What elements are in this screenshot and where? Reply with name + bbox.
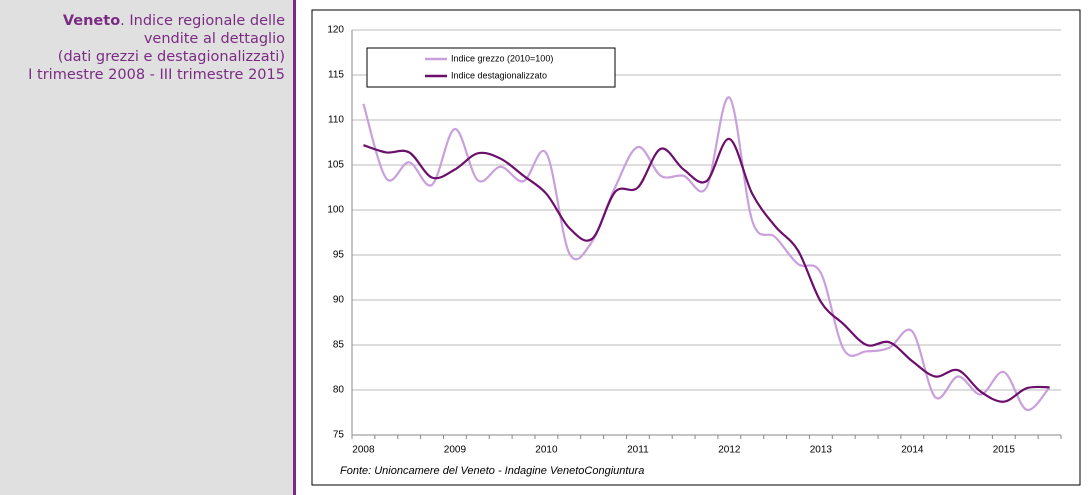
x-tick-label: 2015: [993, 445, 1016, 456]
y-tick-label: 80: [333, 385, 345, 396]
x-tick-label: 2011: [627, 445, 649, 456]
y-tick-label: 85: [333, 340, 345, 351]
y-tick-label: 75: [333, 430, 345, 441]
y-tick-label: 120: [327, 25, 344, 36]
source: Fonte: Unioncamere del Veneto - Indagine…: [340, 465, 644, 477]
title-line: I trimestre 2008 - III trimestre 2015: [28, 67, 285, 83]
x-tick-label: 2010: [535, 445, 558, 456]
legend-box: [366, 47, 616, 88]
chart-frame: [311, 9, 1081, 486]
x-tick-label: 2009: [444, 445, 467, 456]
title-line: vendite al dettaglio: [143, 31, 285, 47]
y-tick-label: 95: [333, 250, 345, 261]
x-tick-label: 2008: [352, 445, 375, 456]
title-line: . Indice regionale delle: [120, 13, 285, 29]
series-line: [363, 137, 1050, 403]
side-panel: Veneto. Indice regionale delle vendite al…: [0, 0, 296, 495]
y-tick-label: 110: [328, 115, 344, 126]
x-tick-label: 2012: [718, 445, 741, 456]
y-tick-label: 115: [328, 70, 344, 81]
title: Veneto. Indice regionale delle vendite al…: [28, 12, 285, 84]
x-tick-label: 2013: [810, 445, 833, 456]
x-tick-label: 2014: [901, 445, 924, 456]
y-tick-label: 90: [333, 295, 345, 306]
y-tick-label: 105: [327, 160, 344, 171]
legend-label: Indice destagionalizzato: [451, 70, 547, 80]
legend-label: Indice grezzo (2010=100): [451, 53, 553, 63]
y-tick-label: 100: [327, 205, 344, 216]
title-bold: Veneto: [62, 13, 121, 29]
title-line: (dati grezzi e destagionalizzati): [57, 49, 285, 65]
